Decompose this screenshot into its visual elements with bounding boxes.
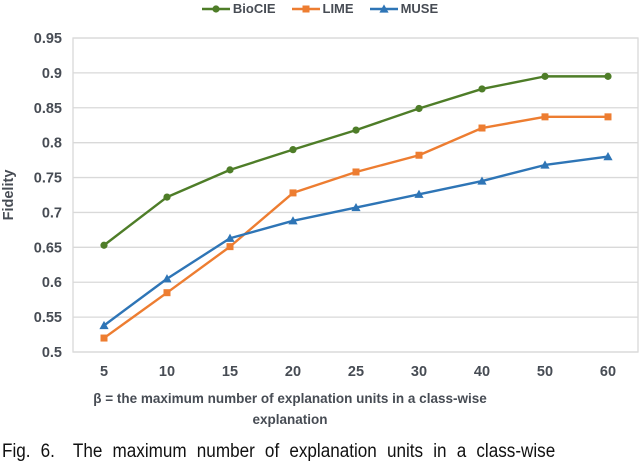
x-tick-label: 20 <box>285 364 301 380</box>
legend-label: BioCIE <box>232 1 276 16</box>
data-point-biocie <box>163 193 171 201</box>
square-legend-marker-icon <box>291 5 320 12</box>
x-tick-label: 40 <box>474 364 490 380</box>
data-point-biocie <box>352 126 360 134</box>
data-point-biocie <box>478 85 486 93</box>
x-tick-label: 50 <box>537 364 553 380</box>
data-point-biocie <box>541 72 549 80</box>
caption-prefix: Fig. 6. <box>2 441 55 462</box>
data-point-lime <box>289 189 297 197</box>
x-tick-label: 10 <box>159 364 175 380</box>
legend-item-muse: MUSE <box>369 1 439 16</box>
x-tick-label: 60 <box>600 364 616 380</box>
caption-text: The maximum number of explanation units … <box>72 441 556 462</box>
data-point-lime <box>478 124 486 132</box>
data-point-muse <box>540 160 550 169</box>
data-point-lime <box>415 151 423 159</box>
data-point-muse <box>351 202 361 212</box>
data-point-lime <box>604 113 612 121</box>
y-tick-label: 0.85 <box>34 101 62 117</box>
data-point-muse <box>99 320 109 330</box>
data-point-lime <box>352 168 360 176</box>
y-tick-label: 0.55 <box>34 310 62 326</box>
data-point-biocie <box>100 241 108 249</box>
series-line-lime <box>103 115 608 340</box>
data-point-biocie <box>604 72 612 80</box>
x-tick-label: 15 <box>222 364 238 380</box>
y-tick-label: 0.8 <box>42 136 62 152</box>
x-axis-title-line2: explanation <box>252 412 327 427</box>
circle-legend-marker-icon <box>201 4 230 13</box>
x-tick-label: 5 <box>100 364 108 380</box>
data-point-muse <box>477 176 487 185</box>
data-point-lime <box>163 289 171 297</box>
series-line-biocie <box>103 75 608 247</box>
data-point-biocie <box>289 146 297 154</box>
y-axis-title: Fidelity <box>1 170 17 221</box>
data-point-lime <box>100 334 108 342</box>
plot-area-border <box>72 37 639 353</box>
data-point-muse <box>162 274 172 283</box>
legend-item-biocie: BioCIE <box>201 1 276 16</box>
y-tick-label: 0.9 <box>42 66 62 82</box>
y-tick-label: 0.65 <box>34 240 62 256</box>
chart-legend: BioCIE LIME MUSE <box>0 1 640 16</box>
y-tick-label: 0.5 <box>42 345 62 361</box>
data-point-lime <box>226 243 234 251</box>
x-tick-label: 25 <box>348 364 364 380</box>
y-tick-label: 0.6 <box>42 275 62 291</box>
data-point-muse <box>288 216 298 225</box>
y-tick-label: 0.95 <box>34 31 62 47</box>
legend-label: MUSE <box>400 1 439 16</box>
data-point-muse <box>414 189 424 198</box>
triangle-legend-marker-icon <box>369 3 398 13</box>
line-chart: 0.5 0.55 0.6 0.65 0.7 0.75 0.8 0.85 0.9 0.95 5 10 15… <box>1 31 639 427</box>
figure-caption: Fig. 6. The maximum number of explanation… <box>2 441 640 463</box>
data-point-muse <box>603 152 613 161</box>
data-point-biocie <box>415 104 423 113</box>
data-point-biocie <box>226 166 234 174</box>
y-tick-label: 0.7 <box>42 205 62 221</box>
x-axis-title-line1: β = the maximum number of explanation un… <box>93 391 487 406</box>
series-line-muse <box>103 155 609 327</box>
y-tick-label: 0.75 <box>34 171 62 187</box>
data-point-lime <box>541 113 549 121</box>
legend-label: LIME <box>322 1 354 16</box>
x-tick-label: 30 <box>411 364 427 380</box>
data-point-muse <box>225 233 235 242</box>
legend-item-lime: LIME <box>291 1 354 16</box>
